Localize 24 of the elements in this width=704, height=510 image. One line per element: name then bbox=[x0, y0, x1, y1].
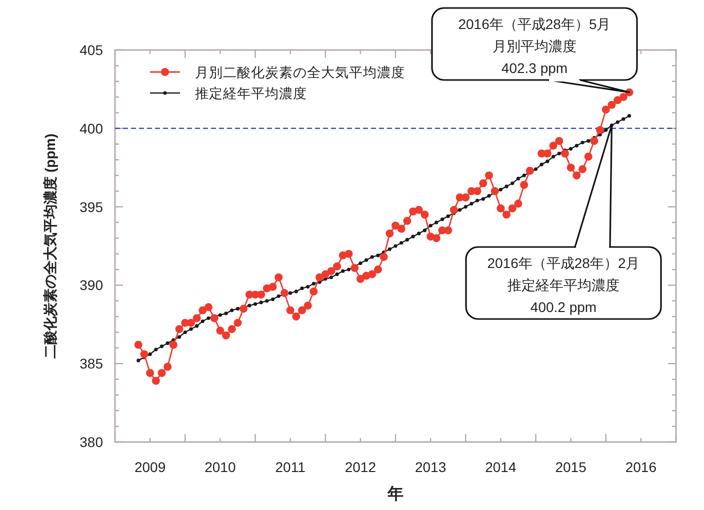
legend-label: 推定経年平均濃度 bbox=[195, 86, 307, 101]
y-tick-label: 405 bbox=[80, 42, 104, 58]
y-tick-label: 380 bbox=[80, 434, 104, 450]
x-tick-label: 2010 bbox=[204, 459, 236, 475]
x-tick-label: 2015 bbox=[555, 459, 587, 475]
x-tick-label: 2011 bbox=[275, 459, 306, 475]
annotation: 推定経年平均濃度 bbox=[508, 277, 620, 293]
annotation: 400.2 ppm bbox=[530, 299, 597, 315]
y-tick-label: 395 bbox=[80, 198, 104, 215]
annotation: 2016年（平成28年）2月 bbox=[487, 255, 640, 271]
annotation: 402.3 ppm bbox=[501, 60, 568, 76]
x-tick-label: 2014 bbox=[485, 459, 516, 475]
y-tick-label: 390 bbox=[80, 277, 104, 294]
legend-label: 月別二酸化炭素の全大気平均濃度 bbox=[195, 65, 405, 80]
annotation: 月別平均濃度 bbox=[492, 38, 576, 54]
x-tick-label: 2012 bbox=[344, 459, 376, 475]
y-axis-title: 二酸化炭素の全大気平均濃度 (ppm) bbox=[42, 134, 58, 358]
x-tick-label: 2009 bbox=[134, 459, 166, 475]
text: 2016年（平成28年）5月 bbox=[458, 16, 611, 32]
x-tick-label: 2016 bbox=[625, 459, 657, 475]
y-tick-label: 400 bbox=[80, 120, 104, 136]
y-tick-label: 385 bbox=[80, 356, 104, 372]
x-axis-title: 年 bbox=[386, 485, 404, 503]
x-tick-label: 2013 bbox=[414, 459, 446, 475]
